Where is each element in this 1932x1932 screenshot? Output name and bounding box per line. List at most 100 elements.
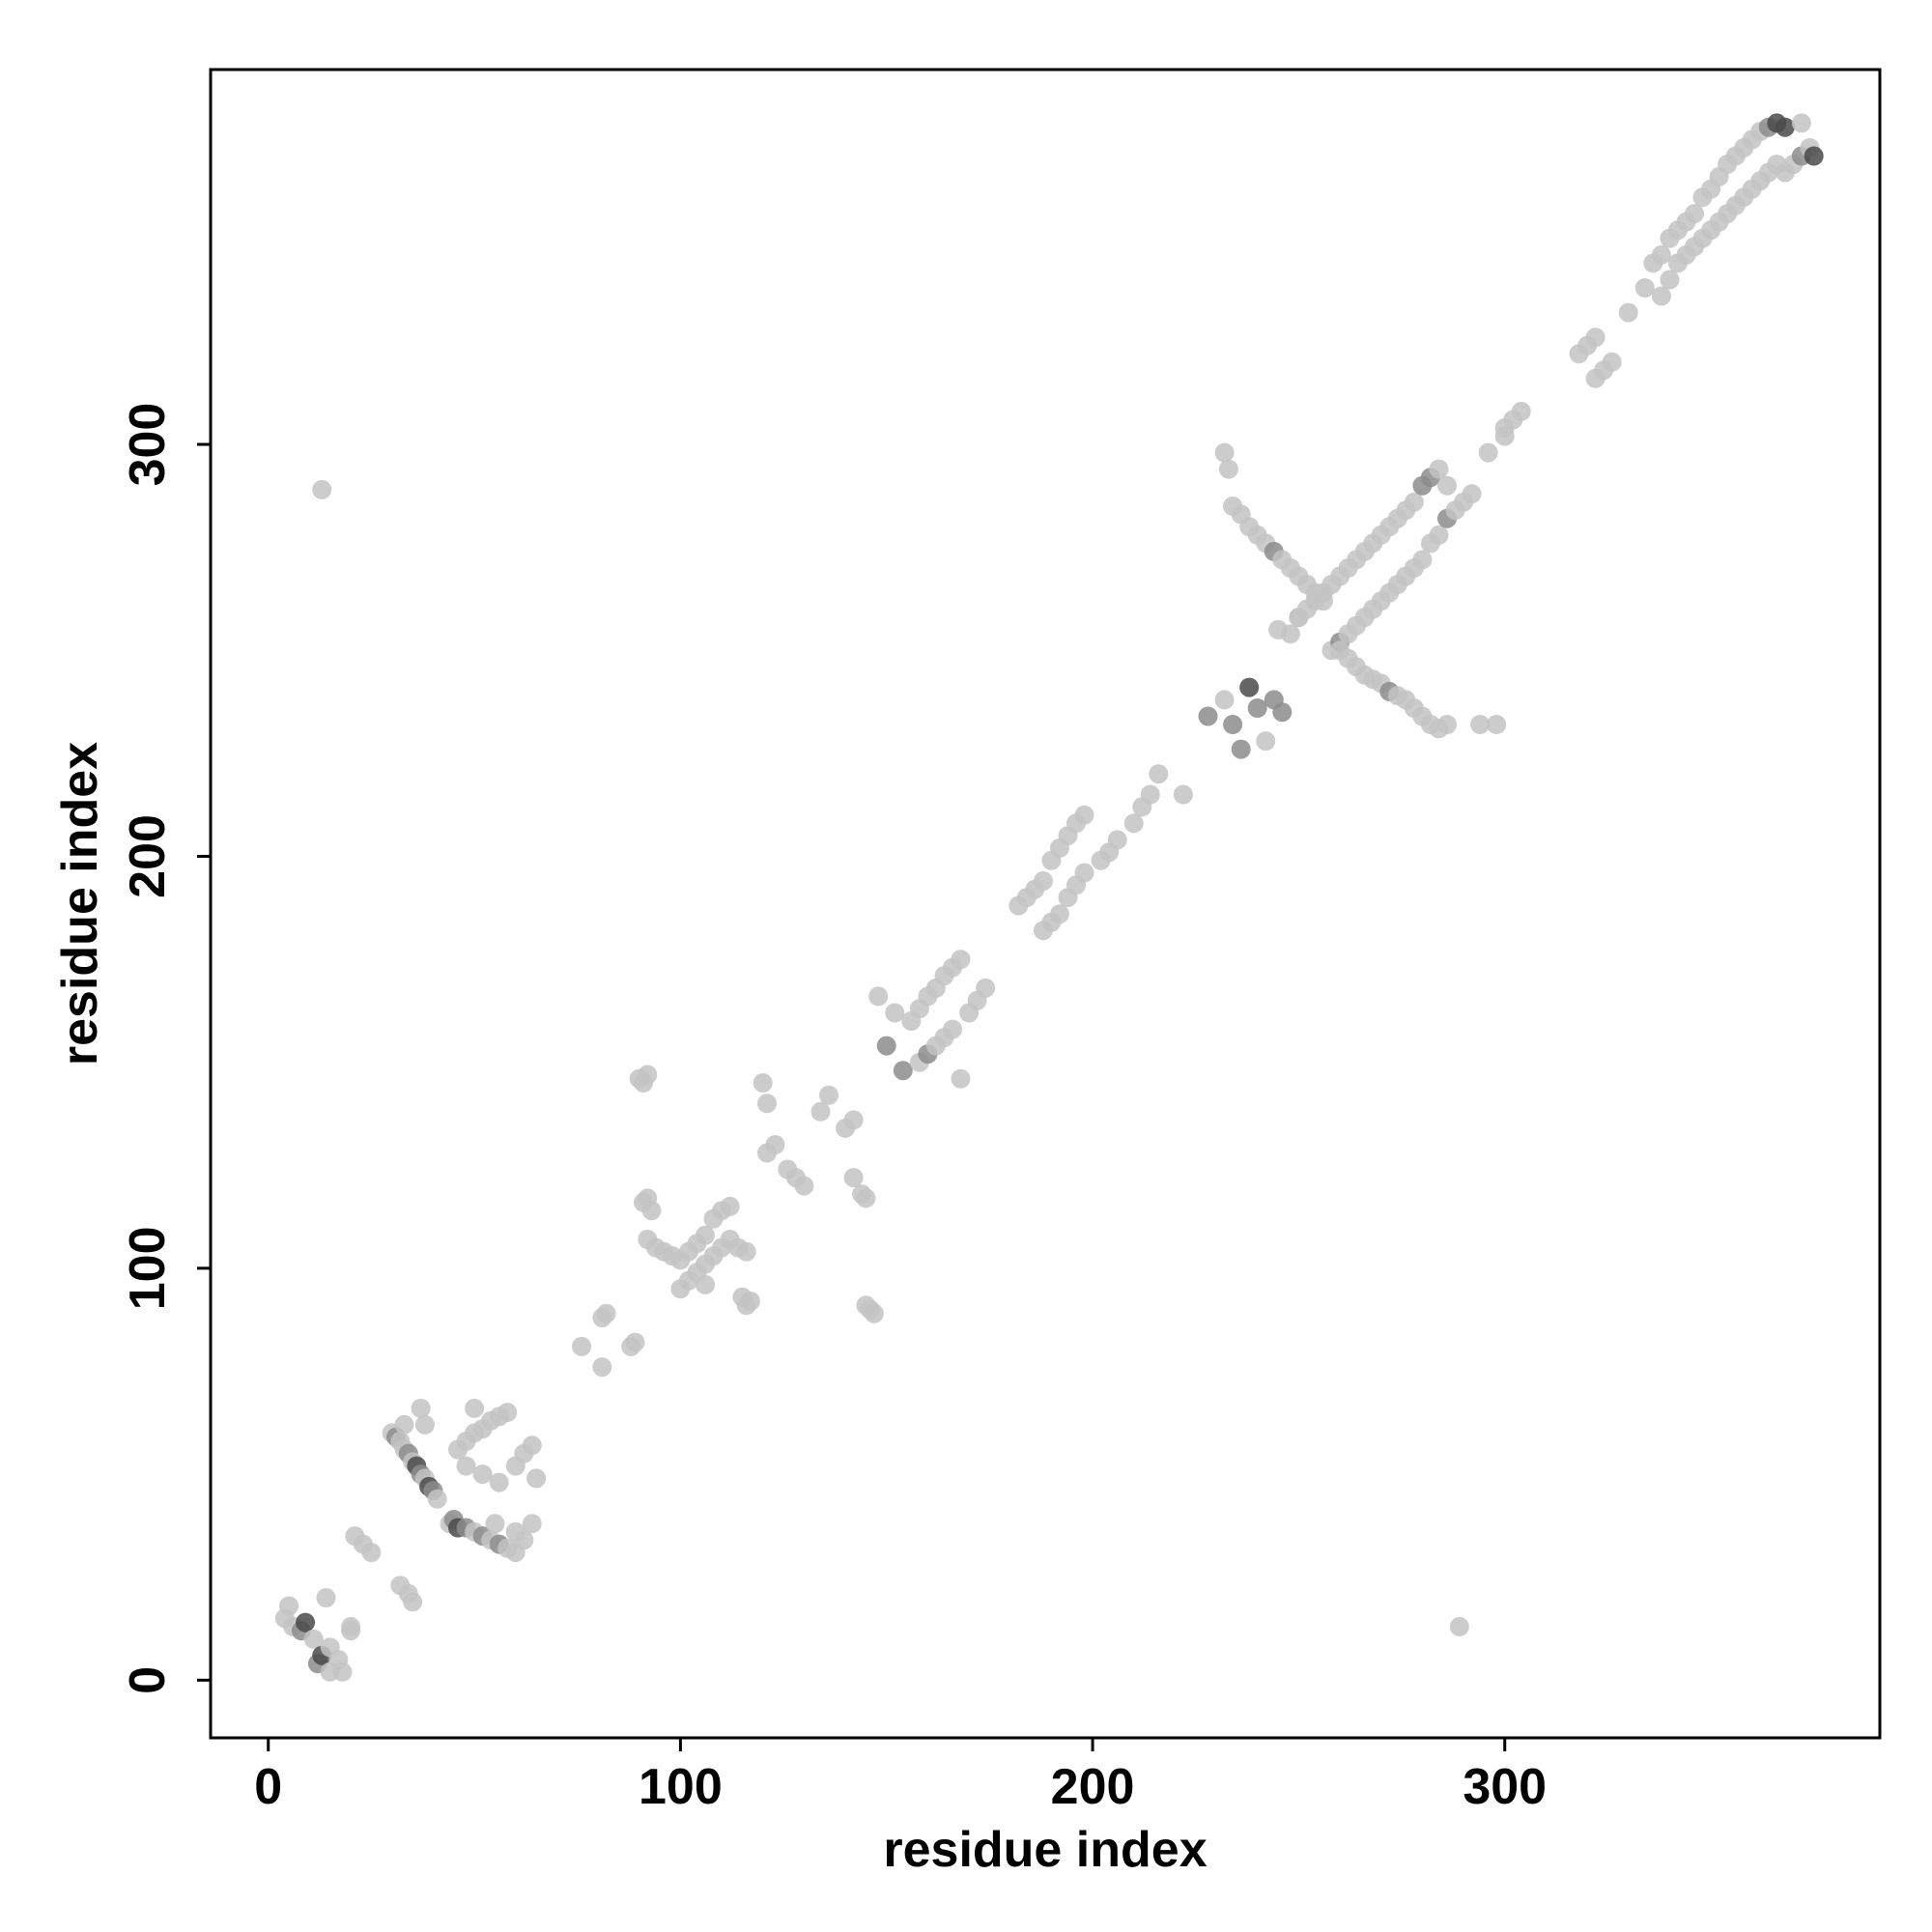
data-point	[522, 1514, 542, 1534]
data-point	[1247, 698, 1267, 718]
data-point	[943, 1019, 962, 1039]
data-point	[1618, 302, 1638, 323]
data-point	[1429, 525, 1449, 545]
data-point	[1412, 550, 1433, 570]
data-point	[592, 1357, 612, 1378]
data-point	[1511, 401, 1531, 421]
data-point	[810, 1101, 831, 1122]
data-point	[641, 1201, 662, 1221]
data-point	[1437, 715, 1457, 734]
data-point	[696, 1225, 715, 1245]
data-point	[1804, 146, 1824, 166]
data-point	[465, 1398, 485, 1418]
data-point	[472, 1464, 493, 1485]
data-point	[596, 1303, 616, 1323]
data-point	[864, 1303, 884, 1323]
data-point	[1775, 117, 1795, 137]
data-point	[414, 1414, 435, 1435]
data-point	[1239, 677, 1260, 697]
data-point	[1791, 113, 1811, 133]
data-point	[1173, 784, 1193, 805]
data-point	[1140, 784, 1160, 805]
data-point	[1437, 475, 1457, 496]
data-point	[951, 1068, 971, 1089]
data-point	[1404, 492, 1424, 512]
data-point	[625, 1332, 645, 1352]
data-point	[1470, 715, 1491, 734]
data-point	[1651, 286, 1671, 306]
y-tick-label: 300	[120, 403, 176, 487]
data-point	[753, 1073, 773, 1093]
data-point	[411, 1398, 431, 1418]
data-point	[868, 986, 889, 1007]
data-point	[296, 1612, 316, 1633]
data-point	[1449, 1616, 1469, 1636]
data-point	[876, 1036, 896, 1056]
data-point	[1256, 731, 1276, 752]
data-point	[572, 1336, 591, 1356]
data-point	[732, 1287, 753, 1307]
data-point	[1074, 863, 1094, 883]
data-point	[332, 1662, 353, 1682]
data-point	[951, 950, 971, 970]
data-point	[1123, 813, 1144, 834]
data-point	[1074, 805, 1094, 825]
data-point	[1651, 244, 1671, 265]
data-point	[757, 1143, 777, 1163]
data-point	[1214, 442, 1235, 463]
x-axis-title: residue index	[883, 1822, 1207, 1878]
data-point	[638, 1065, 658, 1085]
data-point	[1218, 459, 1238, 479]
data-point	[505, 1521, 526, 1542]
y-axis: 0 100 200 300	[120, 403, 211, 1694]
data-point	[885, 1003, 905, 1023]
data-point	[1494, 426, 1515, 446]
data-point	[1602, 352, 1622, 372]
data-point	[485, 1514, 505, 1534]
data-point	[394, 1414, 414, 1435]
y-tick-label: 0	[120, 1666, 176, 1694]
x-tick-label: 0	[254, 1759, 282, 1815]
data-point	[843, 1110, 864, 1130]
data-point	[1214, 690, 1235, 710]
data-point	[403, 1592, 423, 1612]
y-axis-title: residue index	[52, 742, 108, 1065]
x-tick-label: 100	[639, 1759, 723, 1815]
data-point	[1289, 608, 1309, 628]
plot-frame	[209, 68, 1882, 1740]
x-tick-label: 200	[1051, 1759, 1135, 1815]
data-point	[1280, 624, 1300, 644]
data-point	[819, 1085, 838, 1105]
data-point	[856, 1188, 876, 1208]
data-point	[1462, 484, 1482, 504]
data-point	[843, 1168, 864, 1188]
data-point	[1223, 715, 1243, 734]
data-point	[720, 1196, 740, 1216]
data-point	[489, 1472, 509, 1492]
points-layer	[274, 113, 1824, 1682]
data-point	[497, 1403, 518, 1423]
data-point	[456, 1456, 476, 1476]
data-point	[1049, 904, 1069, 924]
data-point	[757, 1094, 777, 1114]
data-point	[526, 1468, 547, 1489]
data-point	[1149, 764, 1169, 784]
data-point	[976, 978, 996, 998]
data-point	[794, 1176, 814, 1196]
data-point	[312, 479, 332, 499]
x-axis: 0 100 200 300	[254, 1738, 1547, 1815]
data-point	[427, 1489, 447, 1509]
data-point	[893, 1061, 913, 1081]
data-point	[1478, 442, 1498, 463]
data-point	[522, 1435, 542, 1456]
data-point	[1429, 459, 1449, 479]
data-point	[1660, 270, 1680, 290]
x-tick-label: 300	[1463, 1759, 1547, 1815]
data-point	[361, 1543, 382, 1563]
data-point	[341, 1616, 361, 1636]
data-point	[696, 1274, 715, 1294]
data-point	[1685, 204, 1704, 224]
data-point	[1634, 278, 1655, 298]
data-point	[1487, 715, 1507, 734]
